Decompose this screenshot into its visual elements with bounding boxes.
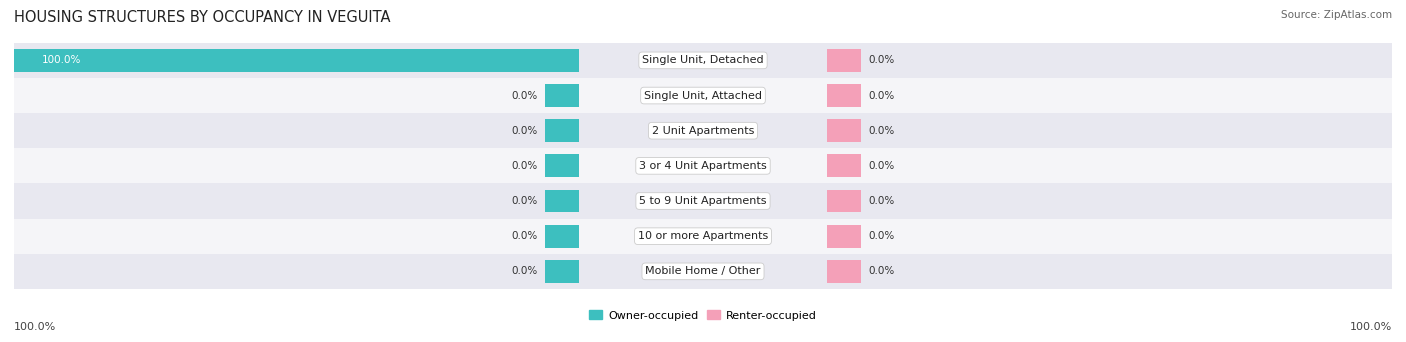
Bar <box>544 225 579 248</box>
Bar <box>14 113 1392 148</box>
Text: 0.0%: 0.0% <box>512 126 537 136</box>
Text: 0.0%: 0.0% <box>512 231 537 241</box>
Text: Mobile Home / Other: Mobile Home / Other <box>645 266 761 276</box>
Text: 10 or more Apartments: 10 or more Apartments <box>638 231 768 241</box>
Bar <box>544 84 579 107</box>
Bar <box>14 148 1392 183</box>
Text: 0.0%: 0.0% <box>512 161 537 171</box>
Bar <box>827 119 862 142</box>
Bar <box>827 260 862 283</box>
Bar <box>14 49 579 72</box>
Bar <box>14 183 1392 219</box>
Text: HOUSING STRUCTURES BY OCCUPANCY IN VEGUITA: HOUSING STRUCTURES BY OCCUPANCY IN VEGUI… <box>14 10 391 25</box>
Bar <box>544 155 579 177</box>
Bar <box>544 189 579 212</box>
Bar <box>14 43 1392 78</box>
Bar <box>14 254 1392 289</box>
Text: 0.0%: 0.0% <box>512 266 537 276</box>
Bar <box>544 119 579 142</box>
Text: 2 Unit Apartments: 2 Unit Apartments <box>652 126 754 136</box>
Text: 3 or 4 Unit Apartments: 3 or 4 Unit Apartments <box>640 161 766 171</box>
Text: Single Unit, Detached: Single Unit, Detached <box>643 55 763 65</box>
Text: 0.0%: 0.0% <box>869 161 894 171</box>
Text: 0.0%: 0.0% <box>869 55 894 65</box>
Bar <box>827 84 862 107</box>
Text: 100.0%: 100.0% <box>42 55 82 65</box>
Bar <box>827 155 862 177</box>
Text: 0.0%: 0.0% <box>869 231 894 241</box>
Text: 100.0%: 100.0% <box>14 322 56 332</box>
Text: Source: ZipAtlas.com: Source: ZipAtlas.com <box>1281 10 1392 20</box>
Text: 5 to 9 Unit Apartments: 5 to 9 Unit Apartments <box>640 196 766 206</box>
Bar <box>14 219 1392 254</box>
Bar <box>827 189 862 212</box>
Text: 0.0%: 0.0% <box>869 126 894 136</box>
Text: 0.0%: 0.0% <box>869 196 894 206</box>
Text: 100.0%: 100.0% <box>1350 322 1392 332</box>
Text: 0.0%: 0.0% <box>512 91 537 101</box>
Bar <box>827 49 862 72</box>
Legend: Owner-occupied, Renter-occupied: Owner-occupied, Renter-occupied <box>585 306 821 325</box>
Text: Single Unit, Attached: Single Unit, Attached <box>644 91 762 101</box>
Text: 0.0%: 0.0% <box>869 91 894 101</box>
Text: 0.0%: 0.0% <box>869 266 894 276</box>
Bar <box>14 78 1392 113</box>
Text: 0.0%: 0.0% <box>512 196 537 206</box>
Bar <box>827 225 862 248</box>
Bar <box>544 260 579 283</box>
